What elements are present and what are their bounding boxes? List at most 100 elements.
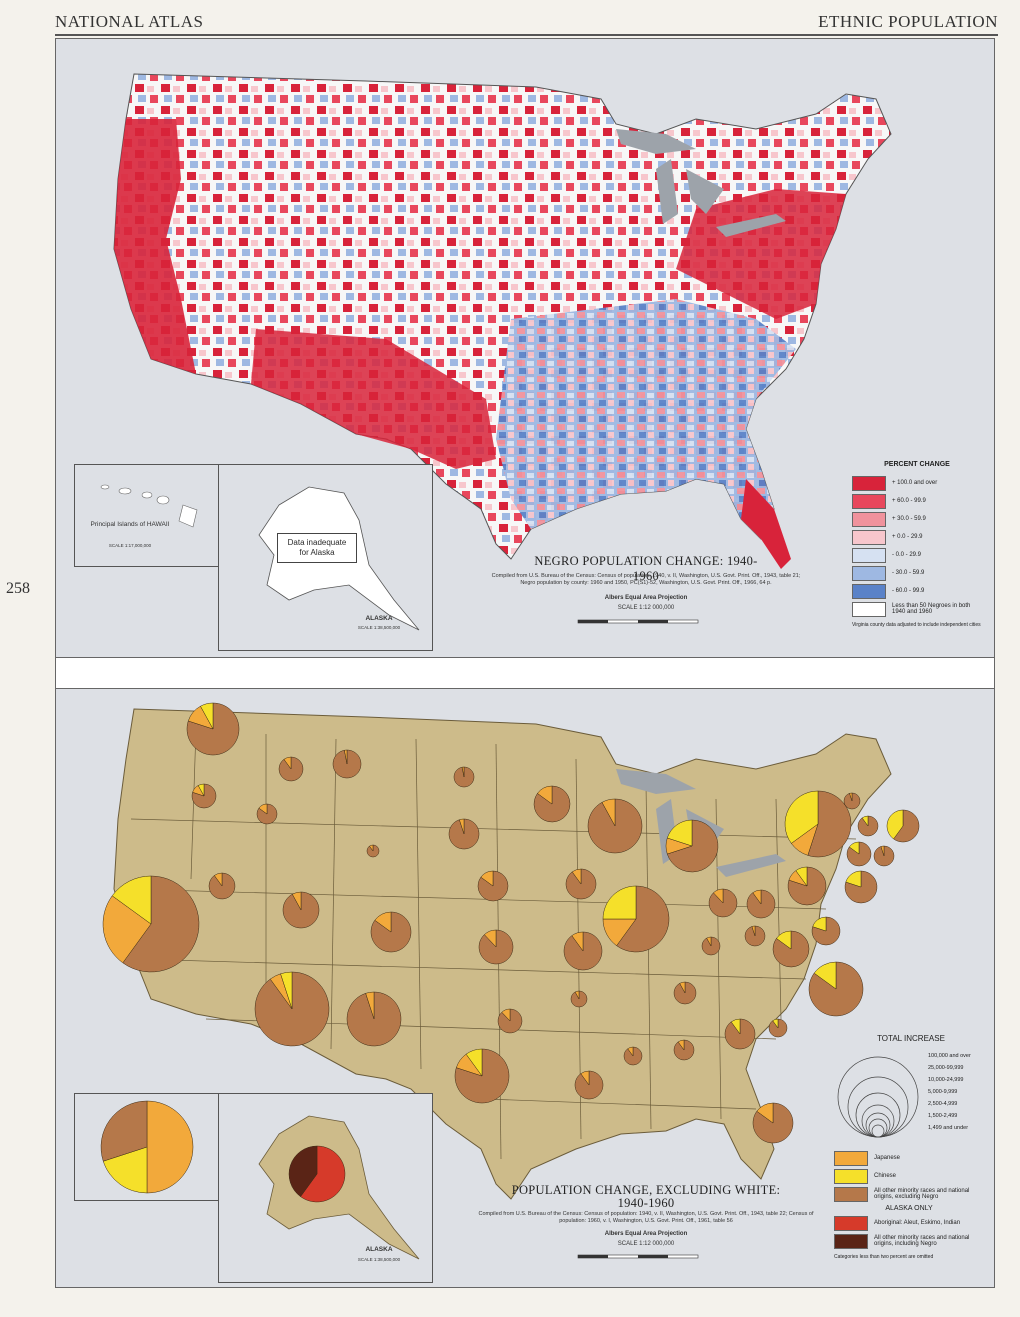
state-pie-chart xyxy=(673,981,697,1005)
pie-slice xyxy=(886,809,904,840)
state-pie-chart xyxy=(366,844,380,858)
alaska-inset: Data inadequate for Alaska ALASKA SCALE … xyxy=(218,464,433,651)
bottom-map-title-line1: POPULATION CHANGE, EXCLUDING WHITE: xyxy=(511,1183,781,1197)
legend-label: All other minority races and national or… xyxy=(874,1188,970,1200)
bottom-map-scale: SCALE 1:12 000,000 xyxy=(617,1241,675,1247)
bottom-map-projection: Albers Equal Area Projection xyxy=(604,1231,688,1237)
pie-slice xyxy=(807,790,852,858)
pie-slice xyxy=(214,872,223,887)
pie-slice xyxy=(366,844,380,858)
state-pie-chart xyxy=(623,1046,643,1066)
pie-slice xyxy=(679,981,686,994)
pie-slice xyxy=(465,1048,483,1077)
size-legend-label: 100,000 and over xyxy=(928,1053,971,1059)
pie-slice xyxy=(795,866,808,887)
total-increase-legend: TOTAL INCREASE 100,000 and over 25,000-99… xyxy=(836,1034,986,1146)
legend-label: - 0.0 - 29.9 xyxy=(892,552,922,558)
size-legend-circle xyxy=(868,1118,888,1138)
pie-slice xyxy=(571,931,584,952)
state-pie-chart xyxy=(843,792,861,810)
alaska-only-heading: ALASKA ONLY xyxy=(885,1205,933,1212)
pie-slice xyxy=(344,749,348,765)
pie-slice xyxy=(111,875,152,925)
pie-slice xyxy=(601,798,616,827)
legend-heading: PERCENT CHANGE xyxy=(884,461,950,468)
size-legend-label: 10,000-24,999 xyxy=(928,1077,963,1083)
legend-item: Aboriginal: Aleut, Eskimo, Indian xyxy=(834,1214,984,1232)
top-map-projection: Albers Equal Area Projection xyxy=(604,595,688,601)
bottom-map-title-line2: 1940-1960 xyxy=(617,1196,675,1210)
pie-slice xyxy=(666,819,693,847)
legend-item: + 30.0 - 59.9 xyxy=(852,510,982,528)
legend-swatch xyxy=(852,529,886,545)
pie-slice xyxy=(122,875,200,973)
legend-label: Aboriginal: Aleut, Eskimo, Indian xyxy=(874,1220,961,1226)
state-pie-chart xyxy=(282,891,320,929)
legend-item: All other minority races and national or… xyxy=(834,1185,984,1203)
state-pie-chart xyxy=(497,1008,523,1034)
state-pie-chart xyxy=(602,885,670,953)
pie-slice xyxy=(602,885,637,920)
legend-label: Chinese xyxy=(874,1173,897,1179)
state-pie-chart xyxy=(708,888,738,918)
state-pie-chart xyxy=(477,870,509,902)
page-number: 258 xyxy=(6,580,30,597)
legend-label: + 100.0 and over xyxy=(892,480,938,486)
state-pie-chart xyxy=(256,803,278,825)
legend-label: All other minority races and national or… xyxy=(874,1235,970,1247)
legend-swatch xyxy=(852,583,886,599)
legend-item: - 0.0 - 29.9 xyxy=(852,546,982,564)
state-pie-chart xyxy=(254,971,330,1047)
state-pie-chart xyxy=(533,785,571,823)
pie-slice xyxy=(580,1070,590,1086)
hawaii-pie-chart xyxy=(100,1100,194,1194)
hawaii-inset-bottom xyxy=(74,1093,219,1201)
size-legend-heading: TOTAL INCREASE xyxy=(877,1034,945,1043)
legend-label: + 0.0 - 29.9 xyxy=(892,534,923,540)
legend-swatch xyxy=(852,475,886,491)
section-title: ETHNIC POPULATION xyxy=(818,12,998,31)
legend-item: Less than 50 Negroes in both 1940 and 19… xyxy=(852,600,982,618)
legend-label: - 30.0 - 59.9 xyxy=(892,570,925,576)
size-legend-label: 2,500-4,999 xyxy=(928,1101,957,1107)
pie-slice xyxy=(288,1145,318,1198)
bottom-map-credit: Compiled from U.S. Bureau of the Census:… xyxy=(478,1211,814,1224)
legend-swatch xyxy=(852,547,886,563)
pie-slice xyxy=(365,991,375,1020)
minority-legend: Japanese Chinese All other minority races … xyxy=(834,1149,984,1260)
state-pie-chart xyxy=(844,870,878,904)
nonwhite-population-map xyxy=(102,702,920,1200)
state-pie-chart xyxy=(191,783,217,809)
alaska-label: ALASKA xyxy=(365,615,393,622)
state-pie-chart xyxy=(701,936,721,956)
pie-slice xyxy=(627,1046,634,1057)
pie-slice xyxy=(571,868,582,885)
state-pie-chart xyxy=(724,1018,756,1050)
pie-slice xyxy=(537,785,553,805)
hawaii-inset: Principal Islands of HAWAII SCALE 1:17,0… xyxy=(74,464,219,567)
legend-item: All other minority races and national or… xyxy=(834,1232,984,1250)
hawaii-pie-inset xyxy=(100,1100,194,1194)
pie-slice xyxy=(849,792,853,802)
pie-slice xyxy=(484,929,497,948)
state-pie-chart xyxy=(744,925,766,947)
hawaii-scale: SCALE 1:17,000,000 xyxy=(108,543,152,548)
size-legend-circle xyxy=(871,1124,885,1138)
state-pie-chart xyxy=(565,868,597,900)
state-pie-chart xyxy=(784,790,852,858)
pie-slice xyxy=(848,841,860,855)
size-legend-label: 5,000-9,999 xyxy=(928,1089,957,1095)
pie-slice xyxy=(784,790,819,844)
alaska-label-bottom: ALASKA xyxy=(365,1246,393,1253)
pie-slice xyxy=(574,990,580,1000)
state-pie-chart xyxy=(787,866,827,906)
state-pie-chart xyxy=(811,916,841,946)
state-pie-chart xyxy=(857,815,879,837)
state-pie-chart xyxy=(448,818,480,850)
state-pie-chart xyxy=(453,766,475,788)
pie-slice xyxy=(102,1146,148,1194)
pie-slice xyxy=(291,891,302,911)
size-legend-circles: 100,000 and over 25,000-99,999 10,000-24,9… xyxy=(837,1053,971,1138)
pie-slice xyxy=(756,1102,774,1124)
pie-slice xyxy=(280,971,293,1010)
